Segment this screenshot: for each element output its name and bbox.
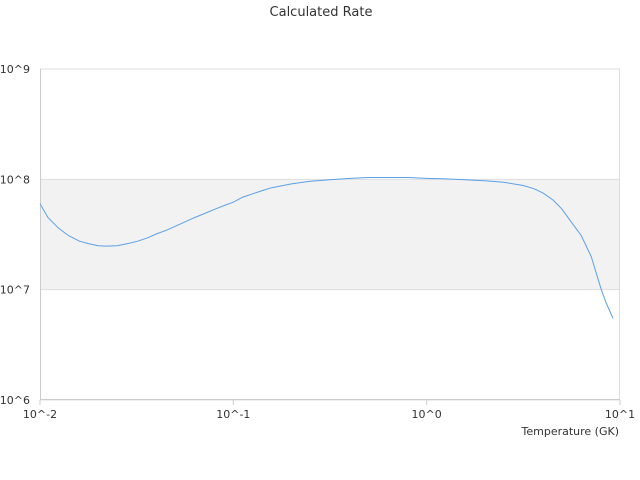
chart-title: Calculated Rate xyxy=(270,5,373,20)
x-tick-label: 10^0 xyxy=(412,408,442,421)
plot-band xyxy=(40,179,620,290)
x-axis-label: Temperature (GK) xyxy=(521,425,620,438)
y-tick-label: 10^8 xyxy=(0,173,30,186)
plot-area: 10^-2 10^-1 10^0 10^1 10^6 10^7 10^8 10^9 xyxy=(0,63,635,421)
x-tick-label: 10^1 xyxy=(605,408,635,421)
y-tick-label: 10^9 xyxy=(0,63,30,76)
x-tick-label: 10^-1 xyxy=(216,408,250,421)
y-tick-label: 10^6 xyxy=(0,394,30,407)
rate-series-line xyxy=(39,177,614,319)
y-tick-label: 10^7 xyxy=(0,284,30,297)
x-tick-label: 10^-2 xyxy=(23,408,57,421)
